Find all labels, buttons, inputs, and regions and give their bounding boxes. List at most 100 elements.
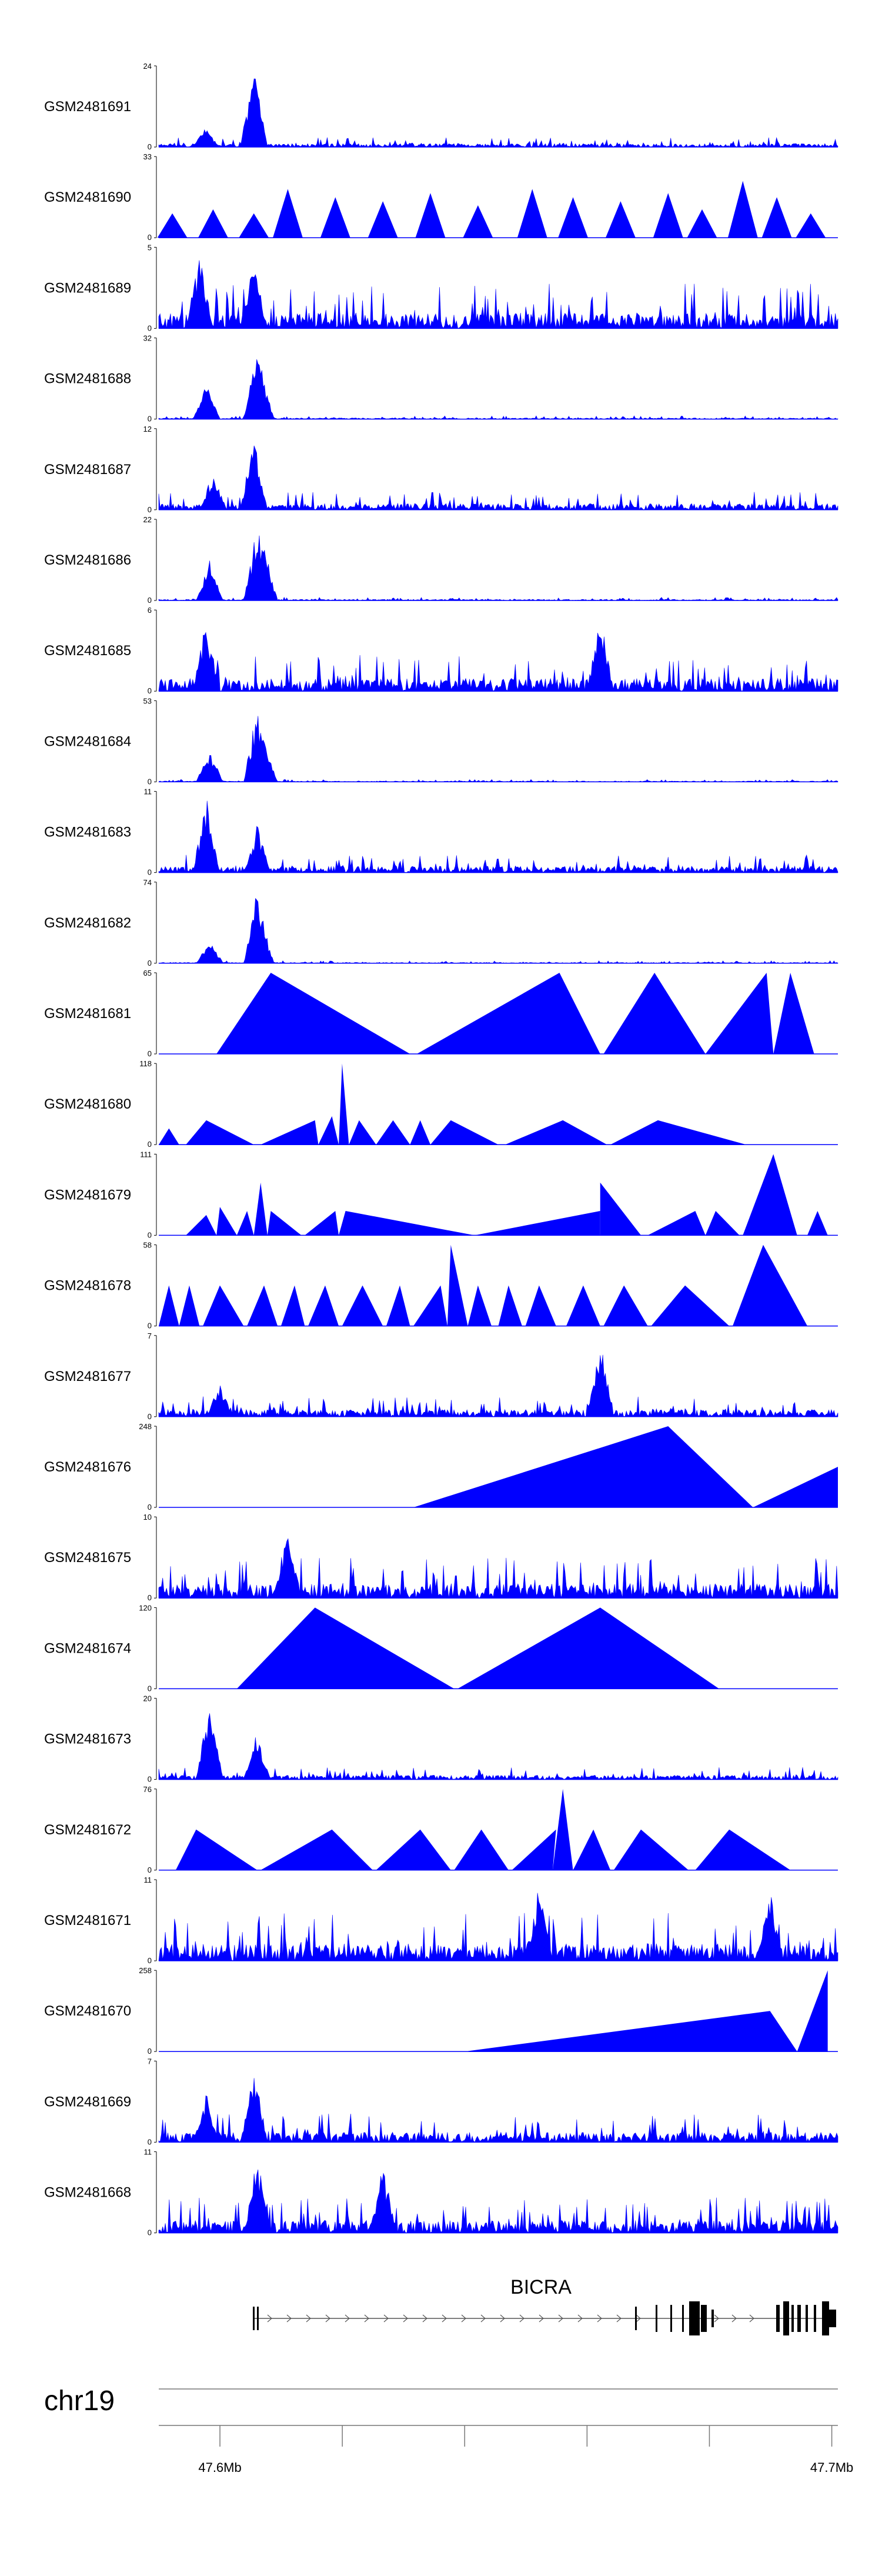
y-min-label: 0	[148, 1503, 152, 1511]
strand-arrow	[597, 2314, 602, 2323]
strand-arrow	[383, 2314, 389, 2323]
coverage-peak	[467, 1285, 492, 1326]
y-min-label: 0	[148, 868, 152, 877]
y-min-label: 0	[148, 1412, 152, 1421]
coverage-signal	[158, 2078, 838, 2143]
coverage-signal	[158, 1893, 838, 1961]
coverage-peak	[517, 189, 547, 238]
track-label: GSM2481681	[44, 1006, 131, 1022]
coverage-peak	[558, 197, 588, 238]
y-max-label: 58	[143, 1241, 152, 1250]
coverage-peak	[386, 1285, 410, 1326]
y-min-label: 0	[148, 1775, 152, 1784]
gene-exon	[814, 2305, 816, 2332]
gene-exon	[670, 2305, 672, 2332]
coverage-peak	[239, 213, 269, 238]
coverage-peak	[475, 1211, 600, 1236]
axis-tick-label: 47.6Mb	[198, 2460, 241, 2475]
coverage-peak	[498, 1285, 522, 1326]
gene-exon	[701, 2305, 707, 2332]
strand-arrow	[480, 2314, 486, 2323]
gene-exon	[635, 2307, 637, 2330]
track-label: GSM2481673	[44, 1731, 131, 1747]
coverage-peak	[236, 1607, 455, 1689]
y-max-label: 65	[143, 969, 152, 977]
y-min-label: 0	[148, 1593, 152, 1602]
track-label: GSM2481672	[44, 1822, 131, 1838]
track-label: GSM2481685	[44, 643, 131, 659]
gene-exon	[797, 2305, 801, 2332]
strand-arrow	[403, 2314, 408, 2323]
coverage-signal	[158, 78, 838, 148]
coverage-peak	[430, 1120, 499, 1145]
gene-exon	[682, 2305, 684, 2332]
strand-arrow	[325, 2314, 330, 2323]
gene-exon	[656, 2305, 657, 2332]
y-min-label: 0	[148, 596, 152, 605]
coverage-peak	[376, 1120, 410, 1145]
y-max-label: 24	[143, 62, 152, 71]
coverage-peak	[280, 1285, 305, 1326]
strand-arrow	[519, 2314, 524, 2323]
track-label: GSM2481675	[44, 1550, 131, 1566]
coverage-peak	[605, 201, 636, 238]
coverage-peak	[415, 193, 446, 238]
coverage-peak	[807, 1211, 828, 1236]
track-label: GSM2481678	[44, 1278, 131, 1294]
coverage-peak	[753, 1467, 838, 1507]
track-label: GSM2481691	[44, 99, 131, 115]
track-label: GSM2481679	[44, 1187, 131, 1203]
strand-arrow	[500, 2314, 505, 2323]
coverage-peak	[761, 197, 792, 238]
coverage-peak	[339, 1211, 475, 1236]
coverage-peak	[647, 1211, 706, 1236]
y-max-label: 11	[144, 1876, 152, 1884]
coverage-signal	[158, 1354, 838, 1417]
coverage-peak	[273, 189, 303, 238]
y-max-label: 5	[148, 243, 152, 252]
coverage-signal	[158, 1538, 838, 1599]
y-max-label: 11	[144, 788, 152, 796]
coverage-peak	[797, 1970, 828, 2052]
strand-arrow	[636, 2314, 641, 2323]
coverage-peak	[157, 213, 188, 238]
y-max-label: 33	[143, 152, 152, 161]
coverage-peak	[236, 1211, 254, 1236]
gene-exon	[689, 2301, 700, 2335]
coverage-peak	[727, 181, 758, 238]
coverage-peak	[687, 209, 717, 238]
strand-arrow	[267, 2314, 272, 2323]
coverage-signal	[158, 445, 838, 510]
track-label: GSM2481680	[44, 1096, 131, 1112]
track-label: GSM2481671	[44, 1913, 131, 1928]
coverage-peak	[705, 973, 774, 1054]
y-min-label: 0	[148, 1866, 152, 1874]
coverage-peak	[732, 1244, 808, 1326]
coverage-peak	[216, 1207, 237, 1236]
track-label: GSM2481690	[44, 189, 131, 205]
coverage-peak	[505, 1120, 607, 1145]
coverage-peak	[603, 1285, 648, 1326]
gene-exon	[829, 2310, 836, 2327]
coverage-peak	[410, 1120, 430, 1145]
track-label: GSM2481687	[44, 462, 131, 478]
gene-exon	[806, 2305, 808, 2332]
y-min-label: 0	[148, 233, 152, 242]
coverage-peak	[613, 1829, 689, 1870]
coverage-peak	[349, 1120, 376, 1145]
coverage-signal	[158, 1713, 838, 1780]
coverage-peak	[603, 973, 706, 1054]
track-label: GSM2481682	[44, 915, 131, 931]
coverage-signal	[158, 260, 838, 329]
gene-exon	[783, 2301, 789, 2335]
y-min-label: 0	[148, 1322, 152, 1330]
y-min-label: 0	[148, 2047, 152, 2056]
coverage-peak	[308, 1285, 339, 1326]
strand-arrow	[558, 2314, 563, 2323]
strand-arrow	[306, 2314, 311, 2323]
coverage-peak	[342, 1285, 383, 1326]
coverage-peak	[695, 1829, 791, 1870]
coverage-peak	[318, 1116, 339, 1145]
y-max-label: 111	[140, 1150, 152, 1159]
